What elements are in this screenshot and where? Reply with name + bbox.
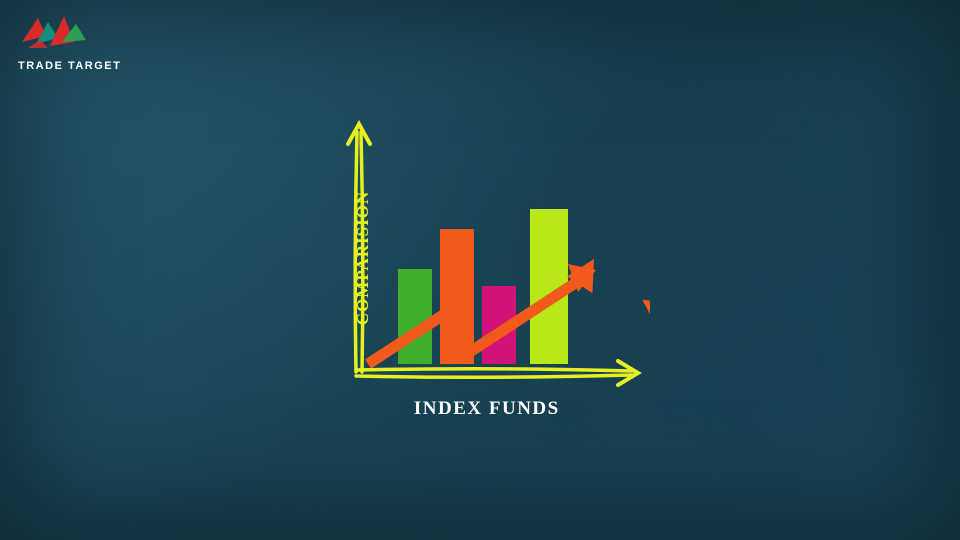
bar-1 [398,269,432,364]
logo-mark-icon [18,12,121,56]
comparison-chart: COMPARISION INDEX FUNDS [310,114,650,414]
x-axis-arrow-icon [356,361,638,385]
y-axis-label: COMPARISION [353,191,373,325]
brand-name: TRADE TARGET [18,60,121,72]
x-axis-label: INDEX FUNDS [414,398,560,420]
brand-logo: TRADE TARGET [18,12,121,72]
